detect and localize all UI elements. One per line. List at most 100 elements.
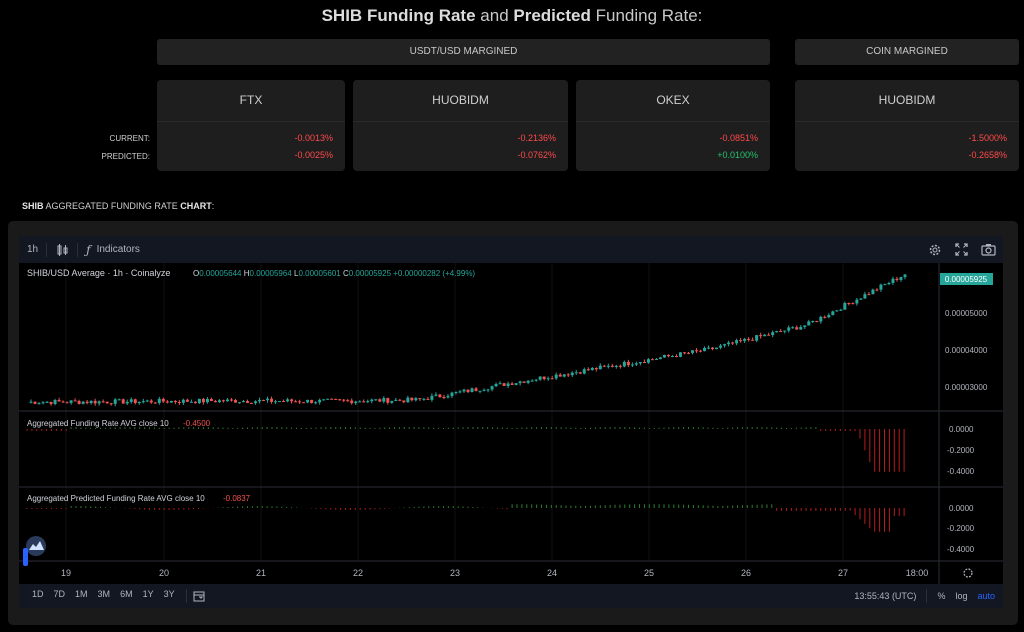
- predicted-funding-tick: -0.4000: [947, 545, 975, 554]
- candle-body: [510, 383, 514, 385]
- legend-high: 0.00005964: [250, 269, 293, 278]
- candle-body: [189, 401, 193, 403]
- predicted-rate: -0.0762%: [517, 150, 556, 160]
- funding-rate-tick: -0.4000: [947, 467, 975, 476]
- range-1y[interactable]: 1Y: [142, 589, 154, 599]
- candle-body: [466, 389, 470, 393]
- candle-body: [117, 399, 121, 401]
- range-3y[interactable]: 3Y: [163, 589, 175, 599]
- toolbar-divider: [46, 242, 48, 257]
- funding-rate-histogram: [26, 427, 905, 472]
- coinalyze-logo[interactable]: [26, 536, 46, 556]
- candle-body: [538, 376, 542, 380]
- legend-o-label: O: [193, 269, 199, 278]
- candle-body: [366, 401, 370, 403]
- candle-body: [598, 365, 602, 370]
- range-7d[interactable]: 7D: [53, 589, 66, 599]
- log-scale-toggle[interactable]: log: [955, 591, 968, 601]
- time-tick: 24: [547, 568, 557, 578]
- candle-body: [739, 340, 743, 342]
- time-tick: 20: [159, 568, 169, 578]
- tradingview-widget[interactable]: 1h ƒ Indicators SHIB/USD Average · 1h · …: [19, 236, 1003, 608]
- candle-body: [522, 381, 526, 383]
- candle-body: [137, 401, 141, 404]
- candle-body: [165, 401, 169, 403]
- candle-body: [654, 358, 658, 360]
- camera-icon[interactable]: [980, 241, 997, 258]
- candle-body: [430, 395, 434, 400]
- candle-body: [318, 399, 322, 403]
- candle-body: [73, 400, 77, 402]
- indicators-button[interactable]: ƒ Indicators: [78, 236, 148, 263]
- candle-body: [727, 342, 731, 345]
- candle-body: [550, 378, 554, 380]
- candle-body: [666, 354, 670, 357]
- candle-body: [626, 361, 630, 366]
- candle-body: [811, 321, 815, 323]
- current-rate: -0.0851%: [719, 133, 758, 143]
- utc-clock[interactable]: 13:55:43 (UTC): [854, 591, 917, 601]
- candle-body: [93, 400, 97, 404]
- candle-body: [703, 347, 707, 352]
- candle-body: [221, 400, 225, 402]
- candle-body: [213, 401, 217, 403]
- candle-body: [105, 401, 109, 404]
- candle-body: [310, 399, 314, 403]
- chart-plot[interactable]: SHIB/USD Average · 1h · Coinalyze O0.000…: [19, 263, 1003, 584]
- percent-scale-toggle[interactable]: %: [937, 591, 946, 601]
- candle-body: [855, 299, 859, 304]
- candle-body: [851, 303, 855, 305]
- candle-body: [526, 380, 530, 383]
- price-candles: [29, 273, 907, 407]
- range-6m[interactable]: 6M: [120, 589, 133, 599]
- candle-body: [743, 338, 747, 341]
- candle-body: [462, 389, 466, 392]
- indicators-label: Indicators: [96, 244, 140, 255]
- range-1d[interactable]: 1D: [32, 589, 44, 599]
- interval-button[interactable]: 1h: [27, 244, 39, 255]
- settings-icon[interactable]: [926, 241, 943, 258]
- candle-body: [791, 327, 795, 329]
- legend-change: +0.00000282 (+4.99%): [393, 269, 475, 278]
- candle-body: [807, 321, 811, 326]
- candle-body: [831, 311, 835, 316]
- candle-body: [711, 347, 715, 350]
- candle-body: [763, 334, 767, 337]
- candles-icon[interactable]: [47, 236, 77, 263]
- fullscreen-icon[interactable]: [953, 241, 970, 258]
- candle-body: [594, 367, 598, 370]
- candle-body: [241, 401, 245, 403]
- candle-body: [847, 303, 851, 305]
- predicted-rate: +0.0100%: [717, 150, 758, 160]
- candle-body: [787, 327, 791, 331]
- time-tick: 19: [61, 568, 71, 578]
- section-middle: AGGREGATED FUNDING RATE: [45, 201, 178, 211]
- candle-body: [827, 315, 831, 318]
- candle-body: [246, 401, 249, 403]
- time-axis-settings-icon[interactable]: [963, 568, 973, 578]
- candle-body: [803, 325, 807, 327]
- candle-body: [502, 383, 506, 386]
- range-1m[interactable]: 1M: [75, 589, 88, 599]
- candle-body: [518, 381, 522, 384]
- candle-body: [895, 278, 899, 280]
- range-3m[interactable]: 3M: [97, 589, 111, 599]
- pane-resize-handle[interactable]: [23, 548, 28, 566]
- candle-body: [823, 316, 827, 318]
- candle-body: [306, 399, 310, 403]
- candle-body: [193, 401, 197, 404]
- candle-body: [113, 399, 117, 404]
- goto-date-icon[interactable]: [193, 589, 205, 603]
- candle-body: [262, 400, 266, 402]
- candle-body: [574, 372, 578, 374]
- candle-body: [566, 374, 570, 376]
- candle-body: [474, 388, 478, 391]
- candle-body: [450, 392, 454, 397]
- candle-body: [225, 399, 229, 402]
- candle-body: [438, 394, 442, 397]
- candle-body: [759, 335, 763, 337]
- auto-scale-toggle[interactable]: auto: [977, 591, 995, 601]
- candle-body: [887, 283, 891, 285]
- candle-body: [835, 310, 839, 312]
- exchange-name: HUOBIDM: [353, 80, 568, 122]
